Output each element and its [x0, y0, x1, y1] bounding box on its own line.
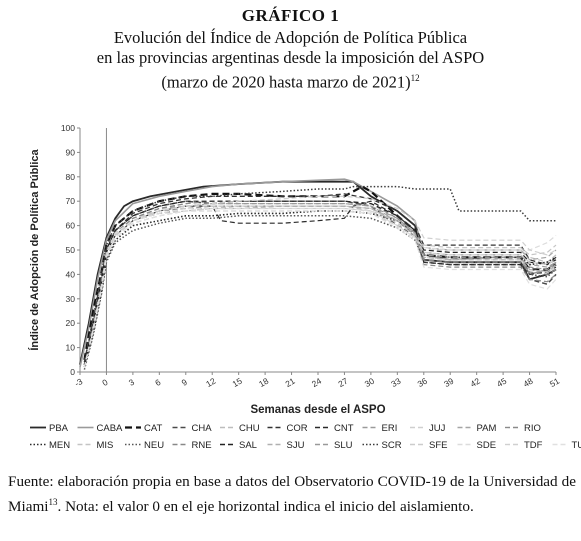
series-line-rne	[83, 200, 557, 368]
series-line-rio	[83, 205, 557, 368]
x-tick-label: 0	[100, 377, 109, 388]
legend-label-cat: CAT	[144, 423, 162, 434]
x-tick-label: 42	[469, 376, 482, 390]
legend-label-cnt: CNT	[334, 423, 354, 434]
x-tick-label: 51	[548, 376, 561, 390]
series-line-cnt	[83, 200, 557, 365]
legend-label-juj: JUJ	[429, 423, 446, 434]
source-note-line-3: . Nota: el valor 0 en el eje horizontal …	[57, 498, 397, 516]
legend-label-sde: SDE	[477, 440, 497, 451]
x-tick-label: 45	[495, 376, 508, 390]
series-line-juj	[83, 207, 557, 368]
y-tick-label: 100	[61, 123, 75, 133]
legend-label-tdf: TDF	[524, 440, 543, 451]
series-line-pba	[79, 180, 557, 365]
title-line-3: (marzo de 2020 hasta marzo de 2021)12	[0, 68, 581, 93]
legend-label-eri: ERI	[382, 423, 398, 434]
legend-label-cha: CHA	[192, 423, 213, 434]
x-tick-label: 24	[310, 376, 323, 390]
legend-label-sfe: SFE	[429, 440, 447, 451]
series-line-sju	[83, 205, 557, 368]
x-tick-label: 6	[153, 377, 162, 388]
source-note-line-4: aislamiento.	[399, 498, 474, 516]
chart-number: GRÁFICO 1	[241, 6, 340, 25]
series-line-sde	[83, 207, 557, 368]
x-tick-label: 12	[204, 376, 217, 390]
series-line-mis	[83, 205, 557, 368]
x-tick-label: 9	[180, 377, 189, 388]
x-tick-label: 18	[257, 376, 270, 390]
series-line-cha	[83, 200, 557, 363]
x-tick-label: 27	[336, 376, 349, 390]
y-tick-label: 80	[66, 172, 76, 182]
source-note-line-1: Fuente: elaboración propia en base a dat…	[8, 473, 480, 490]
x-tick-label: 3	[127, 377, 136, 388]
legend-label-mis: MIS	[97, 440, 114, 451]
y-axis-title: Índice de Adopción de Política Pública	[28, 148, 41, 350]
title-line-1: Evolución del Índice de Adopción de Polí…	[113, 28, 468, 47]
legend-label-slu: SLU	[334, 440, 353, 451]
series-line-cor	[83, 193, 557, 365]
legend-label-rne: RNE	[192, 440, 212, 451]
y-tick-label: 50	[66, 245, 76, 255]
series-line-cat	[83, 185, 557, 360]
y-tick-label: 30	[66, 294, 76, 304]
x-tick-label: 48	[521, 376, 534, 390]
legend-label-chu: CHU	[239, 423, 260, 434]
legend-label-men: MEN	[49, 440, 70, 451]
chart-title: Evolución del Índice de Adopción de Polí…	[0, 28, 581, 93]
legend-label-cor: COR	[287, 423, 308, 434]
series-line-sal	[83, 200, 557, 365]
x-tick-label: 36	[416, 376, 429, 390]
legend-label-caba: CABA	[97, 423, 124, 434]
series-line-scr	[83, 185, 556, 365]
series-line-pam	[83, 203, 557, 368]
x-tick-label: 39	[442, 376, 455, 390]
source-footnote-ref: 13	[48, 497, 58, 507]
legend: PBA CABA CAT CHA CHU COR CNT ERI JUJ PAM RIO MEN MIS…	[30, 423, 581, 451]
x-tick-label: 21	[283, 376, 296, 390]
y-tick-label: 60	[66, 221, 76, 231]
x-axis-title: Semanas desde el ASPO	[250, 404, 385, 416]
title-footnote-ref: 12	[410, 73, 420, 83]
legend-label-neu: NEU	[144, 440, 164, 451]
title-line-3-text: (marzo de 2020 hasta marzo de 2021)	[161, 72, 411, 92]
y-tick-label: 40	[66, 269, 76, 279]
x-tick-label: -3	[73, 376, 85, 389]
title-line-2: en las provincias argentinas desde la im…	[96, 48, 485, 67]
axis-titles: Semanas desde el ASPO Índice de Adopción…	[28, 148, 386, 416]
y-tick-label: 0	[70, 367, 75, 377]
series-line-chu	[83, 205, 557, 368]
series-line-sfe	[83, 210, 557, 368]
series-line-caba	[79, 178, 557, 368]
series-line-neu	[83, 215, 557, 370]
legend-label-scr: SCR	[382, 440, 402, 451]
source-note-line-2: Universidad de Miami	[8, 473, 577, 516]
legend-label-rio: RIO	[524, 423, 541, 434]
y-tick-label: 20	[66, 318, 76, 328]
legend-label-tuc: TUC	[572, 440, 581, 451]
y-tick-label: 10	[66, 343, 76, 353]
y-tick-label: 90	[66, 147, 76, 157]
legend-label-pam: PAM	[477, 423, 497, 434]
series-line-slu	[83, 203, 557, 368]
series-line-men	[83, 210, 557, 368]
legend-label-sal: SAL	[239, 440, 257, 451]
y-tick-label: 70	[66, 196, 76, 206]
series-line-eri	[83, 200, 557, 368]
source-note: Fuente: elaboración propia en base a dat…	[8, 472, 576, 517]
x-tick-label: 33	[389, 376, 402, 390]
series-layer	[79, 178, 557, 370]
x-tick-label: 15	[231, 376, 244, 390]
x-tick-label: 30	[363, 376, 376, 390]
legend-label-sju: SJU	[287, 440, 305, 451]
series-line-tuc	[83, 210, 557, 368]
series-line-tdf	[83, 195, 557, 368]
legend-label-pba: PBA	[49, 423, 69, 434]
